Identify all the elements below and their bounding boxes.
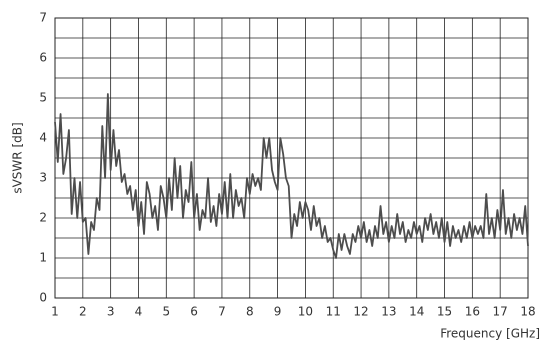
y-tick-label: 0 xyxy=(39,291,47,305)
x-tick-label: 14 xyxy=(409,305,424,319)
x-tick-label: 15 xyxy=(437,305,452,319)
x-tick-label: 3 xyxy=(107,305,115,319)
x-tick-label: 10 xyxy=(298,305,313,319)
x-tick-label: 2 xyxy=(79,305,87,319)
x-tick-label: 1 xyxy=(51,305,59,319)
y-tick-label: 1 xyxy=(39,251,47,265)
x-tick-label: 8 xyxy=(246,305,254,319)
x-axis-label: Frequency [GHz] xyxy=(440,327,540,341)
x-tick-label: 12 xyxy=(353,305,368,319)
x-tick-label: 4 xyxy=(135,305,143,319)
x-tick-label: 6 xyxy=(190,305,198,319)
x-tick-label: 7 xyxy=(218,305,226,319)
y-axis-label: sVSWR [dB] xyxy=(11,122,25,193)
y-tick-label: 2 xyxy=(39,211,47,225)
y-tick-label: 4 xyxy=(39,131,47,145)
y-tick-label: 7 xyxy=(39,11,47,25)
x-tick-label: 11 xyxy=(326,305,341,319)
y-tick-label: 5 xyxy=(39,91,47,105)
y-tick-label: 6 xyxy=(39,51,47,65)
x-tick-label: 9 xyxy=(274,305,282,319)
plot-frame xyxy=(54,17,529,299)
y-tick-label: 3 xyxy=(39,171,47,185)
x-tick-label: 18 xyxy=(520,305,535,319)
x-tick-label: 17 xyxy=(493,305,508,319)
x-tick-label: 5 xyxy=(162,305,170,319)
x-tick-label: 16 xyxy=(465,305,480,319)
data-line xyxy=(54,93,529,259)
x-tick-label: 13 xyxy=(381,305,396,319)
